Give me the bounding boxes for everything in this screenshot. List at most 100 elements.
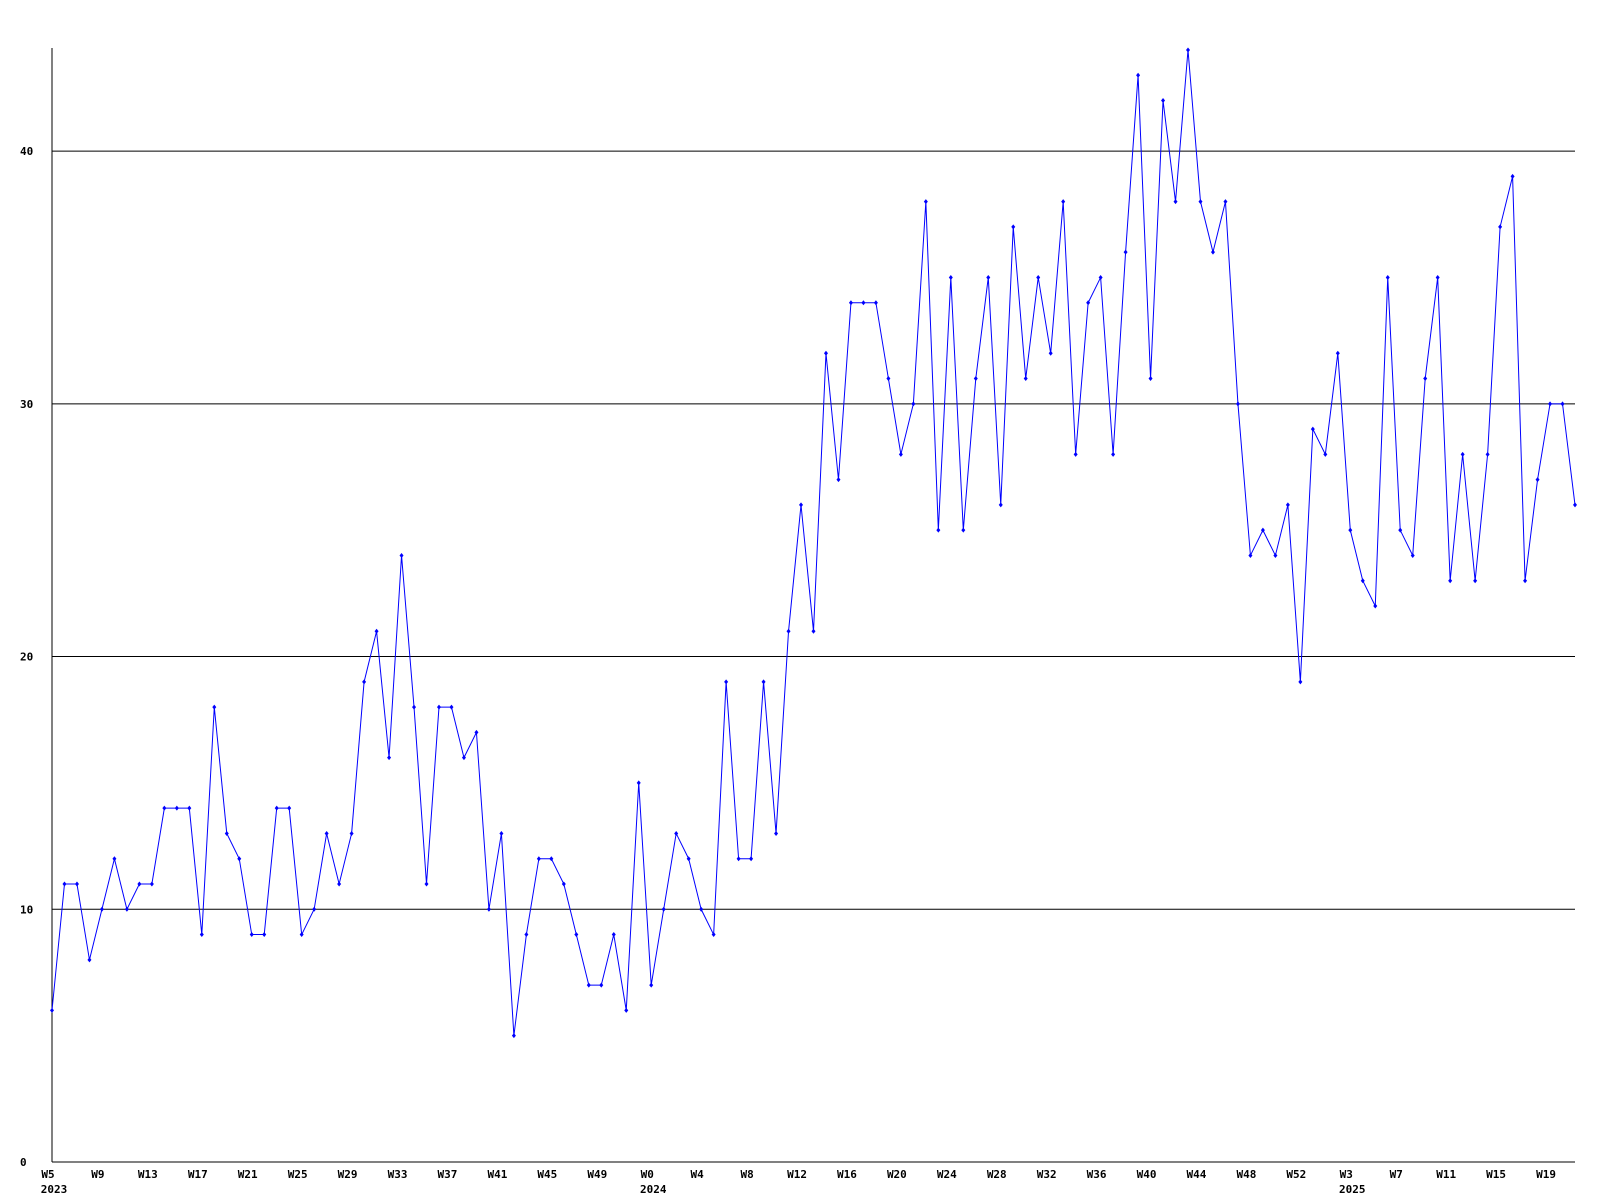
y-tick-label: 20	[20, 651, 33, 664]
data-point	[1435, 274, 1440, 280]
data-point	[99, 906, 104, 912]
data-point	[174, 805, 179, 811]
data-point	[811, 628, 816, 634]
data-point	[137, 881, 142, 887]
data-point	[1310, 426, 1315, 432]
data-point	[848, 300, 853, 306]
data-point	[699, 906, 704, 912]
x-tick-label: W44	[1187, 1168, 1207, 1181]
data-point	[1161, 98, 1166, 104]
data-point	[162, 805, 167, 811]
data-point	[674, 830, 679, 836]
data-point	[1460, 451, 1465, 457]
data-point	[1560, 401, 1565, 407]
x-tick-label: W48	[1236, 1168, 1256, 1181]
data-point	[686, 856, 691, 862]
y-tick-label: 10	[20, 903, 33, 916]
data-point	[649, 982, 654, 988]
data-point	[387, 755, 392, 761]
data-point	[599, 982, 604, 988]
x-tick-label: W40	[1137, 1168, 1157, 1181]
x-tick-label: W28	[987, 1168, 1007, 1181]
data-point	[1011, 224, 1016, 230]
x-tick-label: W45	[537, 1168, 557, 1181]
data-point	[112, 856, 117, 862]
data-point	[1548, 401, 1553, 407]
data-point	[1198, 199, 1203, 205]
x-tick-label: W37	[438, 1168, 458, 1181]
data-point	[1373, 603, 1378, 609]
data-point	[1523, 578, 1528, 584]
data-point	[1535, 477, 1540, 483]
data-point	[1285, 502, 1290, 508]
data-point	[998, 502, 1003, 508]
y-tick-label: 30	[20, 398, 33, 411]
data-point	[1248, 552, 1253, 558]
data-point	[50, 1007, 54, 1013]
data-point	[836, 477, 841, 483]
x-tick-label: W9	[91, 1168, 104, 1181]
data-point	[1073, 451, 1078, 457]
data-point	[936, 527, 941, 533]
data-point	[436, 704, 441, 710]
x-tick-label: W0	[641, 1168, 654, 1181]
data-point	[911, 401, 916, 407]
data-point	[1385, 274, 1390, 280]
data-point	[312, 906, 317, 912]
data-point	[986, 274, 991, 280]
data-point	[1273, 552, 1278, 558]
data-point	[1173, 199, 1178, 205]
data-point	[1485, 451, 1490, 457]
x-year-label: 2024	[640, 1183, 667, 1196]
x-tick-label: W13	[138, 1168, 158, 1181]
data-point	[374, 628, 379, 634]
data-point	[736, 856, 741, 862]
data-point	[1323, 451, 1328, 457]
data-point	[287, 805, 292, 811]
data-point	[1348, 527, 1353, 533]
data-point	[1448, 578, 1453, 584]
y-tick-label: 40	[20, 145, 33, 158]
x-tick-label: W36	[1087, 1168, 1107, 1181]
data-point	[549, 856, 554, 862]
data-point	[399, 552, 404, 558]
data-point	[1111, 451, 1116, 457]
data-point	[761, 679, 766, 685]
x-tick-label: W29	[338, 1168, 358, 1181]
x-tick-label: W15	[1486, 1168, 1506, 1181]
data-point	[412, 704, 417, 710]
data-point	[898, 451, 903, 457]
data-point	[661, 906, 666, 912]
data-point	[624, 1007, 629, 1013]
x-tick-label: W5	[41, 1168, 54, 1181]
x-tick-label: W25	[288, 1168, 308, 1181]
x-tick-label: W12	[787, 1168, 807, 1181]
data-point	[299, 932, 304, 938]
data-point	[1298, 679, 1303, 685]
data-point	[74, 881, 79, 887]
x-tick-label: W24	[937, 1168, 957, 1181]
data-point	[711, 932, 716, 938]
data-point	[611, 932, 616, 938]
data-point	[873, 300, 878, 306]
data-point	[1223, 199, 1228, 205]
data-point	[948, 274, 953, 280]
data-point	[724, 679, 729, 685]
x-tick-label: W19	[1536, 1168, 1556, 1181]
data-point	[1360, 578, 1365, 584]
data-point	[187, 805, 192, 811]
data-point	[199, 932, 204, 938]
x-tick-label: W16	[837, 1168, 857, 1181]
data-point	[474, 729, 479, 735]
x-tick-label: W49	[587, 1168, 607, 1181]
data-point	[1186, 47, 1191, 53]
data-point	[124, 906, 129, 912]
data-point	[799, 502, 804, 508]
x-tick-label: W20	[887, 1168, 907, 1181]
x-year-label: 2023	[41, 1183, 68, 1196]
data-point	[1123, 249, 1128, 255]
data-line	[51, 49, 1576, 1036]
x-tick-label: W4	[691, 1168, 705, 1181]
data-point	[774, 830, 779, 836]
